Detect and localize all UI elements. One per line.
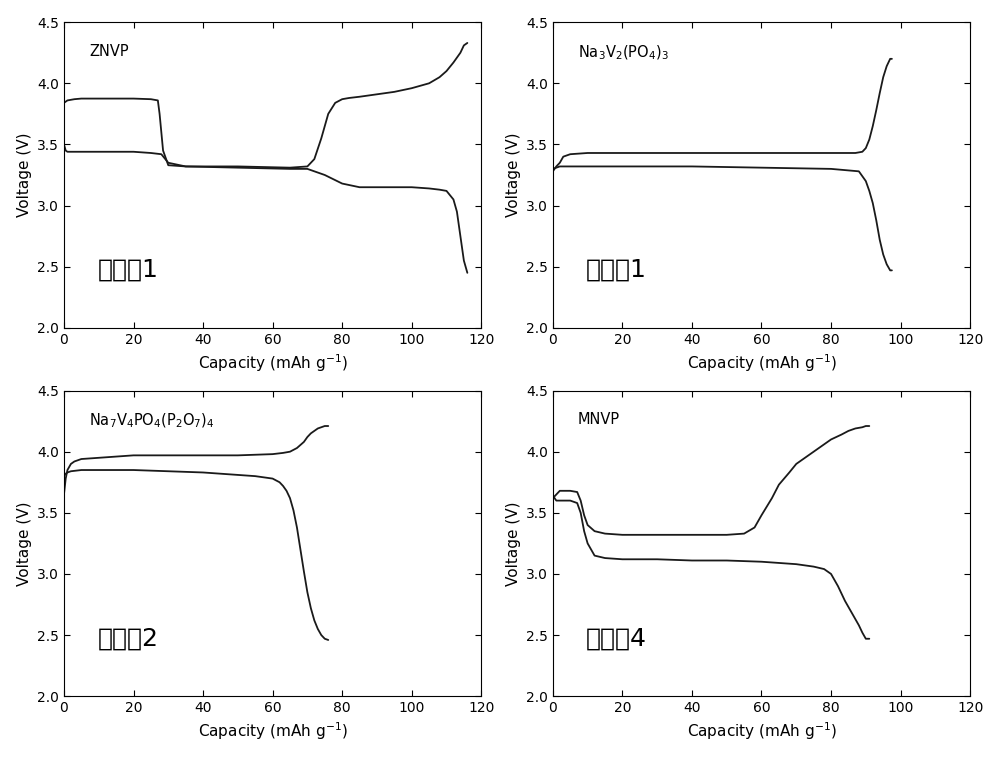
Text: $\mathrm{Na_7V_4PO_4(P_2O_7)_4}$: $\mathrm{Na_7V_4PO_4(P_2O_7)_4}$ <box>89 412 215 430</box>
X-axis label: Capacity (mAh g$^{-1}$): Capacity (mAh g$^{-1}$) <box>687 720 836 742</box>
X-axis label: Capacity (mAh g$^{-1}$): Capacity (mAh g$^{-1}$) <box>198 352 348 374</box>
Text: 实施例1: 实施例1 <box>97 258 158 282</box>
Y-axis label: Voltage (V): Voltage (V) <box>506 501 521 586</box>
Y-axis label: Voltage (V): Voltage (V) <box>17 501 32 586</box>
Text: $\mathrm{Na_3V_2(PO_4)_3}$: $\mathrm{Na_3V_2(PO_4)_3}$ <box>578 43 669 62</box>
Text: 对比例1: 对比例1 <box>586 258 647 282</box>
Y-axis label: Voltage (V): Voltage (V) <box>506 133 521 217</box>
Y-axis label: Voltage (V): Voltage (V) <box>17 133 32 217</box>
Text: 对比例2: 对比例2 <box>97 626 158 650</box>
X-axis label: Capacity (mAh g$^{-1}$): Capacity (mAh g$^{-1}$) <box>687 352 836 374</box>
Text: 对比例4: 对比例4 <box>586 626 647 650</box>
X-axis label: Capacity (mAh g$^{-1}$): Capacity (mAh g$^{-1}$) <box>198 720 348 742</box>
Text: MNVP: MNVP <box>578 412 620 427</box>
Text: ZNVP: ZNVP <box>89 43 129 58</box>
